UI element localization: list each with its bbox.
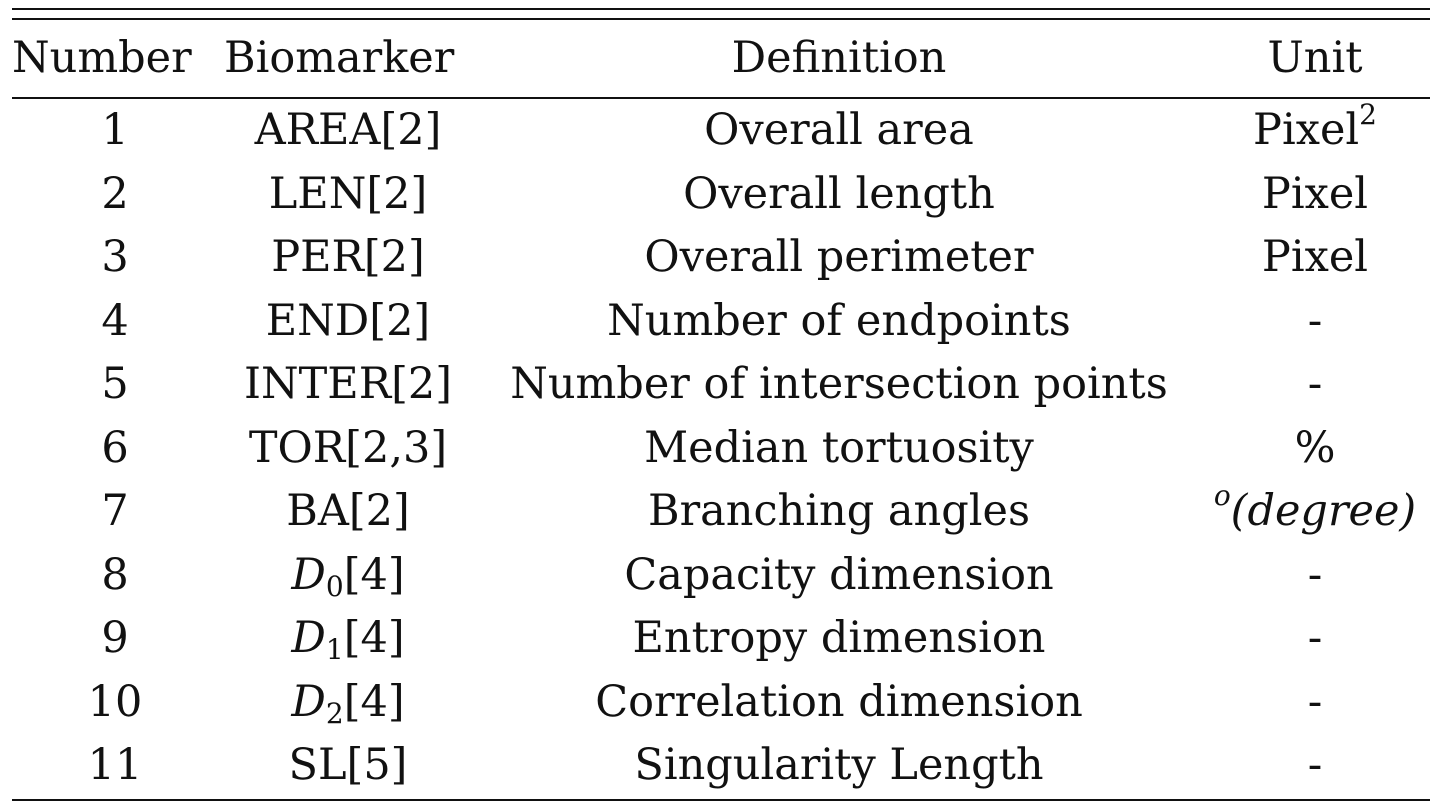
- bottom-rule: [12, 799, 1430, 801]
- top-rule-inner: [12, 18, 1430, 20]
- cell-number: 6: [101, 422, 129, 473]
- table-row: 8 D0[4] Capacity dimension -: [12, 544, 1430, 608]
- cell-unit: %: [1294, 422, 1336, 473]
- biomarker-reference: [4]: [343, 549, 405, 600]
- table-row: 4 END[2] Number of endpoints -: [12, 290, 1430, 354]
- header-definition: Definition: [731, 33, 947, 83]
- cell-biomarker: PER[2]: [271, 232, 425, 282]
- header-number: Number: [12, 33, 192, 83]
- cell-biomarker: BA[2]: [286, 486, 410, 536]
- cell-definition: Singularity Length: [634, 740, 1044, 790]
- cell-definition: Correlation dimension: [595, 676, 1083, 727]
- cell-definition: Number of endpoints: [607, 295, 1071, 346]
- cell-biomarker: LEN[2]: [268, 168, 428, 219]
- table-row: 1 AREA[2] Overall area Pixel2: [12, 97, 1430, 163]
- biomarker-reference: [4]: [343, 613, 405, 663]
- cell-unit: -: [1307, 295, 1323, 346]
- degree-symbol: o: [1213, 479, 1231, 512]
- biomarker-symbol: D: [291, 676, 326, 727]
- cell-number: 2: [101, 168, 129, 219]
- table-row: 10 D2[4] Correlation dimension -: [12, 671, 1430, 735]
- cell-definition: Overall area: [704, 105, 974, 155]
- cell-definition: Number of intersection points: [510, 359, 1168, 409]
- unit-base: Pixel: [1253, 105, 1360, 155]
- cell-biomarker: AREA[2]: [254, 105, 442, 155]
- cell-biomarker: INTER[2]: [244, 359, 452, 409]
- table-row: 5 INTER[2] Number of intersection points…: [12, 353, 1430, 417]
- cell-unit: Pixel2: [1200, 97, 1430, 163]
- header-biomarker: Biomarker: [224, 33, 455, 83]
- cell-unit: -: [1307, 549, 1323, 600]
- cell-biomarker: D2[4]: [218, 671, 478, 735]
- header-unit: Unit: [1267, 33, 1363, 83]
- cell-number: 3: [101, 232, 129, 282]
- cell-unit: -: [1307, 676, 1323, 727]
- cell-number: 5: [101, 359, 129, 409]
- cell-number: 11: [87, 740, 143, 790]
- cell-number: 4: [101, 295, 129, 346]
- header-row: Number Biomarker Definition Unit: [12, 20, 1430, 97]
- cell-unit: Pixel: [1261, 168, 1369, 219]
- top-rule-outer: [12, 8, 1430, 10]
- cell-definition: Overall perimeter: [644, 232, 1034, 282]
- table-row: 3 PER[2] Overall perimeter Pixel: [12, 226, 1430, 290]
- cell-definition: Overall length: [683, 168, 995, 219]
- unit-superscript: 2: [1359, 98, 1377, 131]
- cell-unit: -: [1307, 359, 1323, 409]
- cell-number: 7: [101, 486, 129, 536]
- cell-biomarker: END[2]: [265, 295, 431, 346]
- table-row: 7 BA[2] Branching angles o(degree): [12, 480, 1430, 544]
- biomarker-symbol: D: [291, 613, 326, 663]
- header-rule: [12, 97, 1430, 99]
- cell-unit: o(degree): [1200, 480, 1430, 544]
- cell-number: 8: [101, 549, 129, 600]
- biomarker-symbol: D: [291, 549, 326, 600]
- cell-definition: Entropy dimension: [632, 613, 1046, 663]
- table-row: 2 LEN[2] Overall length Pixel: [12, 163, 1430, 227]
- cell-definition: Median tortuosity: [644, 422, 1034, 473]
- cell-unit: -: [1307, 613, 1323, 663]
- cell-unit: Pixel: [1261, 232, 1369, 282]
- cell-number: 10: [87, 676, 143, 727]
- cell-definition: Capacity dimension: [624, 549, 1054, 600]
- cell-unit: -: [1307, 740, 1323, 790]
- unit-degree-text: (degree): [1230, 486, 1417, 536]
- biomarker-subscript: 1: [325, 633, 344, 666]
- cell-number: 9: [101, 613, 129, 663]
- biomarker-subscript: 0: [325, 569, 344, 603]
- table-row: 11 SL[5] Singularity Length -: [12, 734, 1430, 798]
- biomarker-table: Number Biomarker Definition Unit 1 AREA[…: [12, 20, 1430, 798]
- table-row: 9 D1[4] Entropy dimension -: [12, 607, 1430, 671]
- cell-biomarker: D1[4]: [218, 607, 478, 671]
- cell-definition: Branching angles: [647, 486, 1031, 536]
- table-row: 6 TOR[2,3] Median tortuosity %: [12, 417, 1430, 481]
- cell-biomarker: D0[4]: [218, 544, 478, 608]
- cell-biomarker: TOR[2,3]: [248, 422, 448, 473]
- cell-number: 1: [101, 105, 129, 155]
- biomarker-subscript: 2: [325, 696, 344, 730]
- cell-biomarker: SL[5]: [288, 740, 408, 790]
- biomarker-reference: [4]: [343, 676, 405, 727]
